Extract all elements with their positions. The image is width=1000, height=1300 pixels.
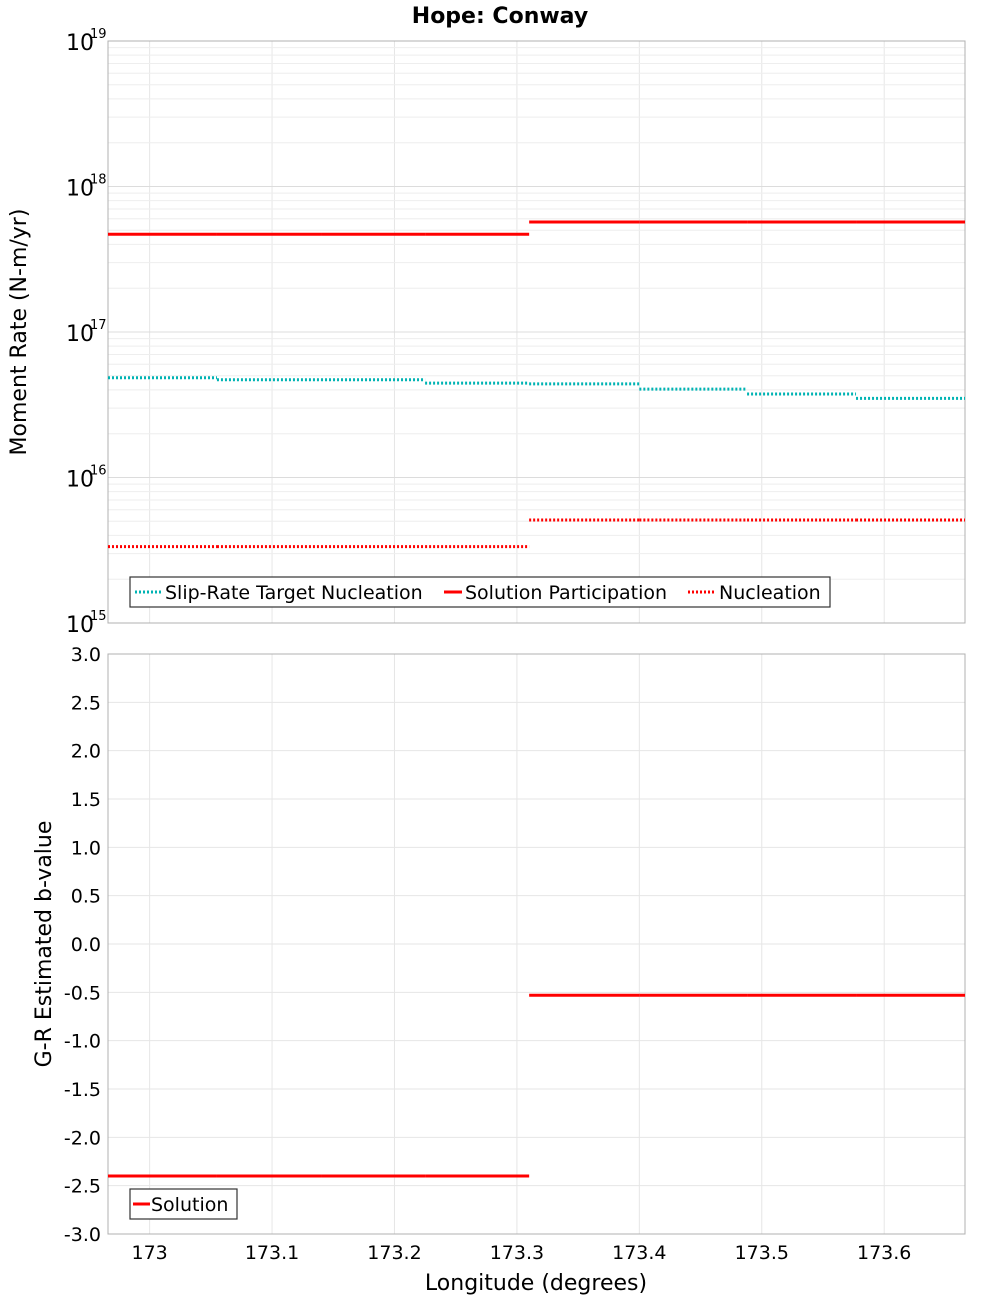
top-y-axis-title: Moment Rate (N-m/yr) (7, 209, 32, 456)
top-y-tick-label: 10 (66, 322, 94, 347)
legend-label-solution-participation: Solution Participation (465, 582, 667, 604)
x-tick-label: 173.6 (857, 1242, 911, 1264)
top-y-tick-label: 10 (66, 177, 94, 202)
bottom-y-tick-label: 0.5 (71, 886, 101, 908)
legend-label-solution: Solution (151, 1194, 228, 1216)
top-y-tick-exponent: 19 (90, 27, 107, 42)
bottom-y-tick-label: -1.5 (64, 1079, 101, 1101)
bottom-y-tick-label: 1.0 (71, 837, 101, 859)
bottom-y-tick-label: -1.0 (64, 1031, 101, 1053)
top-y-tick-exponent: 16 (90, 464, 107, 479)
x-tick-label: 173.2 (367, 1242, 421, 1264)
bottom-y-tick-label: -0.5 (64, 982, 101, 1004)
top-y-tick-exponent: 15 (90, 609, 107, 624)
bottom-y-tick-label: 2.0 (71, 741, 101, 763)
x-axis-title: Longitude (degrees) (425, 1271, 647, 1296)
chart-title: Hope: Conway (412, 4, 588, 29)
x-tick-label: 173.5 (735, 1242, 789, 1264)
bottom-y-axis-title: G-R Estimated b-value (32, 821, 57, 1068)
bottom-y-tick-label: 1.5 (71, 789, 101, 811)
bottom-y-tick-label: 3.0 (71, 644, 101, 666)
top-y-tick-label: 10 (66, 31, 94, 56)
bottom-y-tick-label: -3.0 (64, 1224, 101, 1246)
bottom-gridlines (108, 653, 965, 1235)
legend-label-nucleation: Nucleation (719, 582, 821, 604)
top-y-tick-label: 10 (66, 468, 94, 493)
bottom-y-tick-label: -2.5 (64, 1176, 101, 1198)
top-y-tick-exponent: 18 (90, 173, 107, 188)
top-y-tick-exponent: 17 (90, 318, 107, 333)
x-tick-labels: 173 173.1 173.2 173.3 173.4 173.5 173.6 (131, 1242, 911, 1264)
bottom-y-tick-label: -2.0 (64, 1127, 101, 1149)
bottom-y-tick-label: 0.0 (71, 934, 101, 956)
x-tick-label: 173.4 (612, 1242, 666, 1264)
top-series-group (108, 220, 965, 549)
bottom-series-group (108, 993, 965, 1178)
bottom-y-tick-labels: 3.0 2.5 2.0 1.5 1.0 0.5 0.0 -0.5 -1.0 -1.5 -2.0 -2.… (64, 644, 101, 1246)
top-y-tick-label: 10 (66, 613, 94, 638)
bottom-plot-frame (107, 653, 966, 1235)
top-legend: Slip-Rate Target Nucleation Solution Par… (129, 576, 831, 608)
bottom-legend: Solution (129, 1188, 238, 1220)
bottom-y-tick-label: 2.5 (71, 692, 101, 714)
top-plot-frame (107, 40, 966, 624)
x-tick-label: 173.3 (490, 1242, 544, 1264)
legend-label-slip-rate-target: Slip-Rate Target Nucleation (165, 582, 423, 604)
x-tick-label: 173.1 (245, 1242, 299, 1264)
x-tick-label: 173 (131, 1242, 167, 1264)
